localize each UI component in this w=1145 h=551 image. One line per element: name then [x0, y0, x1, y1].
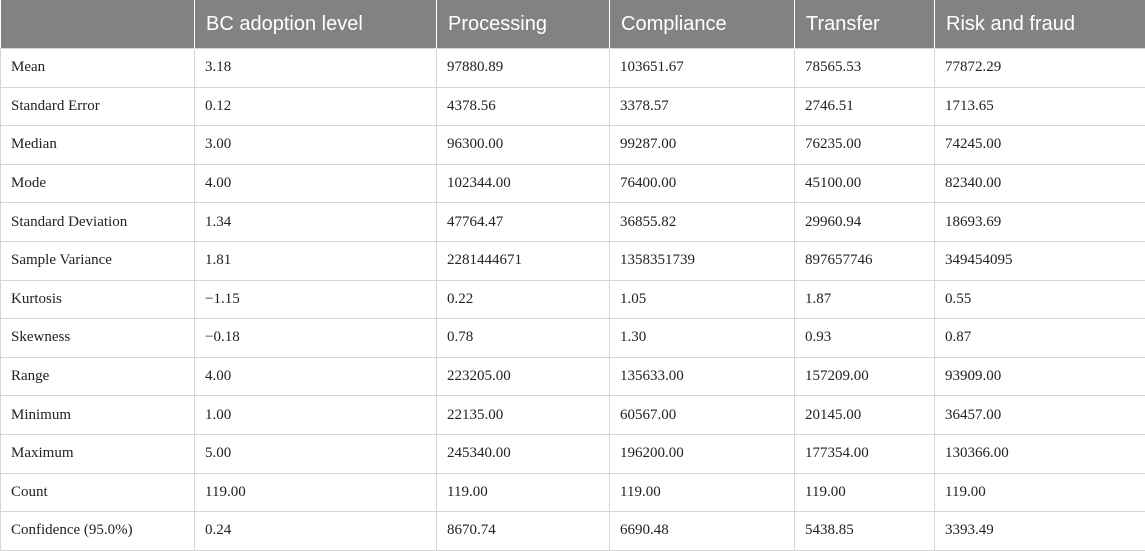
row-label: Mean: [1, 49, 195, 88]
table-cell: 78565.53: [795, 49, 935, 88]
table-cell: 0.93: [795, 319, 935, 358]
table-cell: 99287.00: [610, 126, 795, 165]
table-row: Minimum 1.00 22135.00 60567.00 20145.00 …: [1, 396, 1145, 435]
table-row: Standard Error 0.12 4378.56 3378.57 2746…: [1, 87, 1145, 126]
table-cell: 119.00: [610, 473, 795, 512]
table-cell: 157209.00: [795, 357, 935, 396]
table-cell: 1.30: [610, 319, 795, 358]
table-row: Count 119.00 119.00 119.00 119.00 119.00: [1, 473, 1145, 512]
table-cell: 177354.00: [795, 434, 935, 473]
table-cell: 245340.00: [437, 434, 610, 473]
table-cell: 130366.00: [935, 434, 1145, 473]
table-cell: 3393.49: [935, 512, 1145, 551]
table-cell: 77872.29: [935, 49, 1145, 88]
table-cell: 82340.00: [935, 164, 1145, 203]
table-cell: 119.00: [935, 473, 1145, 512]
table-row: Sample Variance 1.81 2281444671 13583517…: [1, 241, 1145, 280]
table-cell: 102344.00: [437, 164, 610, 203]
row-label: Standard Error: [1, 87, 195, 126]
table-cell: 93909.00: [935, 357, 1145, 396]
table-cell: 97880.89: [437, 49, 610, 88]
table-cell: 47764.47: [437, 203, 610, 242]
table-cell: 0.78: [437, 319, 610, 358]
table-cell: 45100.00: [795, 164, 935, 203]
table-cell: 0.12: [195, 87, 437, 126]
table-row: Standard Deviation 1.34 47764.47 36855.8…: [1, 203, 1145, 242]
header-cell-compliance: Compliance: [610, 0, 795, 49]
table-cell: 29960.94: [795, 203, 935, 242]
row-label: Range: [1, 357, 195, 396]
table-cell: 3.00: [195, 126, 437, 165]
table-cell: 1.00: [195, 396, 437, 435]
table-cell: 1713.65: [935, 87, 1145, 126]
row-label: Standard Deviation: [1, 203, 195, 242]
table-cell: 2746.51: [795, 87, 935, 126]
table-cell: 3378.57: [610, 87, 795, 126]
table-cell: 18693.69: [935, 203, 1145, 242]
table-cell: 74245.00: [935, 126, 1145, 165]
table-cell: 1.81: [195, 241, 437, 280]
table-cell: 119.00: [795, 473, 935, 512]
table-cell: 135633.00: [610, 357, 795, 396]
table-cell: 5.00: [195, 434, 437, 473]
table-row: Skewness −0.18 0.78 1.30 0.93 0.87: [1, 319, 1145, 358]
table-cell: 8670.74: [437, 512, 610, 551]
table-cell: 119.00: [437, 473, 610, 512]
table-cell: 36855.82: [610, 203, 795, 242]
table-row: Confidence (95.0%) 0.24 8670.74 6690.48 …: [1, 512, 1145, 551]
row-label: Minimum: [1, 396, 195, 435]
table-cell: 3.18: [195, 49, 437, 88]
row-label: Kurtosis: [1, 280, 195, 319]
table-row: Median 3.00 96300.00 99287.00 76235.00 7…: [1, 126, 1145, 165]
table-cell: 2281444671: [437, 241, 610, 280]
table-cell: 1.87: [795, 280, 935, 319]
table-cell: 897657746: [795, 241, 935, 280]
table-cell: 5438.85: [795, 512, 935, 551]
table-cell: −1.15: [195, 280, 437, 319]
table-cell: 4378.56: [437, 87, 610, 126]
table-cell: 223205.00: [437, 357, 610, 396]
table-row: Kurtosis −1.15 0.22 1.05 1.87 0.55: [1, 280, 1145, 319]
table-cell: 4.00: [195, 357, 437, 396]
table-cell: 0.87: [935, 319, 1145, 358]
table-cell: 119.00: [195, 473, 437, 512]
table-row: Mode 4.00 102344.00 76400.00 45100.00 82…: [1, 164, 1145, 203]
table-cell: 0.55: [935, 280, 1145, 319]
header-cell-transfer: Transfer: [795, 0, 935, 49]
header-cell-blank: [1, 0, 195, 49]
table-cell: 1.05: [610, 280, 795, 319]
table-row: Range 4.00 223205.00 135633.00 157209.00…: [1, 357, 1145, 396]
table-cell: 22135.00: [437, 396, 610, 435]
row-label: Confidence (95.0%): [1, 512, 195, 551]
row-label: Maximum: [1, 434, 195, 473]
table-cell: 103651.67: [610, 49, 795, 88]
table-cell: 1358351739: [610, 241, 795, 280]
table-cell: 196200.00: [610, 434, 795, 473]
header-cell-bc-adoption-level: BC adoption level: [195, 0, 437, 49]
table-cell: 96300.00: [437, 126, 610, 165]
row-label: Median: [1, 126, 195, 165]
table-cell: −0.18: [195, 319, 437, 358]
table-row: Maximum 5.00 245340.00 196200.00 177354.…: [1, 434, 1145, 473]
table-cell: 0.22: [437, 280, 610, 319]
header-cell-risk-and-fraud: Risk and fraud: [935, 0, 1145, 49]
table-cell: 76400.00: [610, 164, 795, 203]
table-cell: 4.00: [195, 164, 437, 203]
row-label: Sample Variance: [1, 241, 195, 280]
header-cell-processing: Processing: [437, 0, 610, 49]
header-row: BC adoption level Processing Compliance …: [1, 0, 1145, 49]
table-cell: 1.34: [195, 203, 437, 242]
table-row: Mean 3.18 97880.89 103651.67 78565.53 77…: [1, 49, 1145, 88]
table-cell: 20145.00: [795, 396, 935, 435]
table-cell: 76235.00: [795, 126, 935, 165]
table-cell: 36457.00: [935, 396, 1145, 435]
row-label: Skewness: [1, 319, 195, 358]
row-label: Count: [1, 473, 195, 512]
table-cell: 6690.48: [610, 512, 795, 551]
row-label: Mode: [1, 164, 195, 203]
table-cell: 349454095: [935, 241, 1145, 280]
table-cell: 60567.00: [610, 396, 795, 435]
table-cell: 0.24: [195, 512, 437, 551]
